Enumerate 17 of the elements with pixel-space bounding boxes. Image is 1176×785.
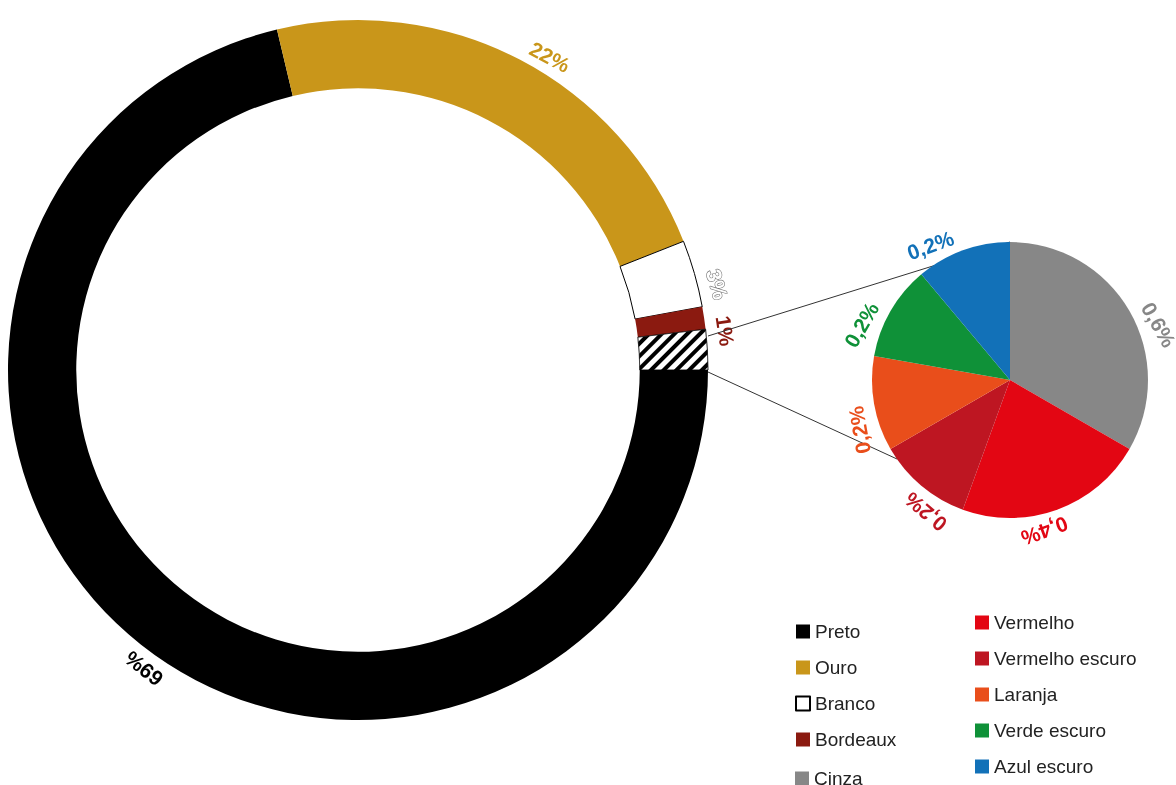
- legend-label: Azul escuro: [994, 756, 1094, 777]
- data-label: 22%: [525, 36, 575, 77]
- legend-label: Branco: [815, 693, 876, 714]
- data-label: 0,4%: [1017, 512, 1071, 551]
- data-label: 0,2%: [843, 404, 875, 456]
- data-label: 0,2%: [904, 226, 958, 265]
- legend-label: Ouro: [815, 657, 858, 678]
- data-label: 3%: [701, 266, 733, 303]
- legend-label: Bordeaux: [815, 729, 897, 750]
- legend-label: Preto: [815, 621, 861, 642]
- legend-label: Vermelho: [994, 612, 1075, 633]
- legend-label: Vermelho escuro: [994, 648, 1137, 669]
- legend-label: Laranja: [994, 684, 1058, 705]
- legend-label: Cinza: [814, 768, 864, 785]
- data-label: 1%: [711, 314, 739, 348]
- legend-label: Verde escuro: [994, 720, 1106, 741]
- data-label: 69%: [119, 646, 168, 691]
